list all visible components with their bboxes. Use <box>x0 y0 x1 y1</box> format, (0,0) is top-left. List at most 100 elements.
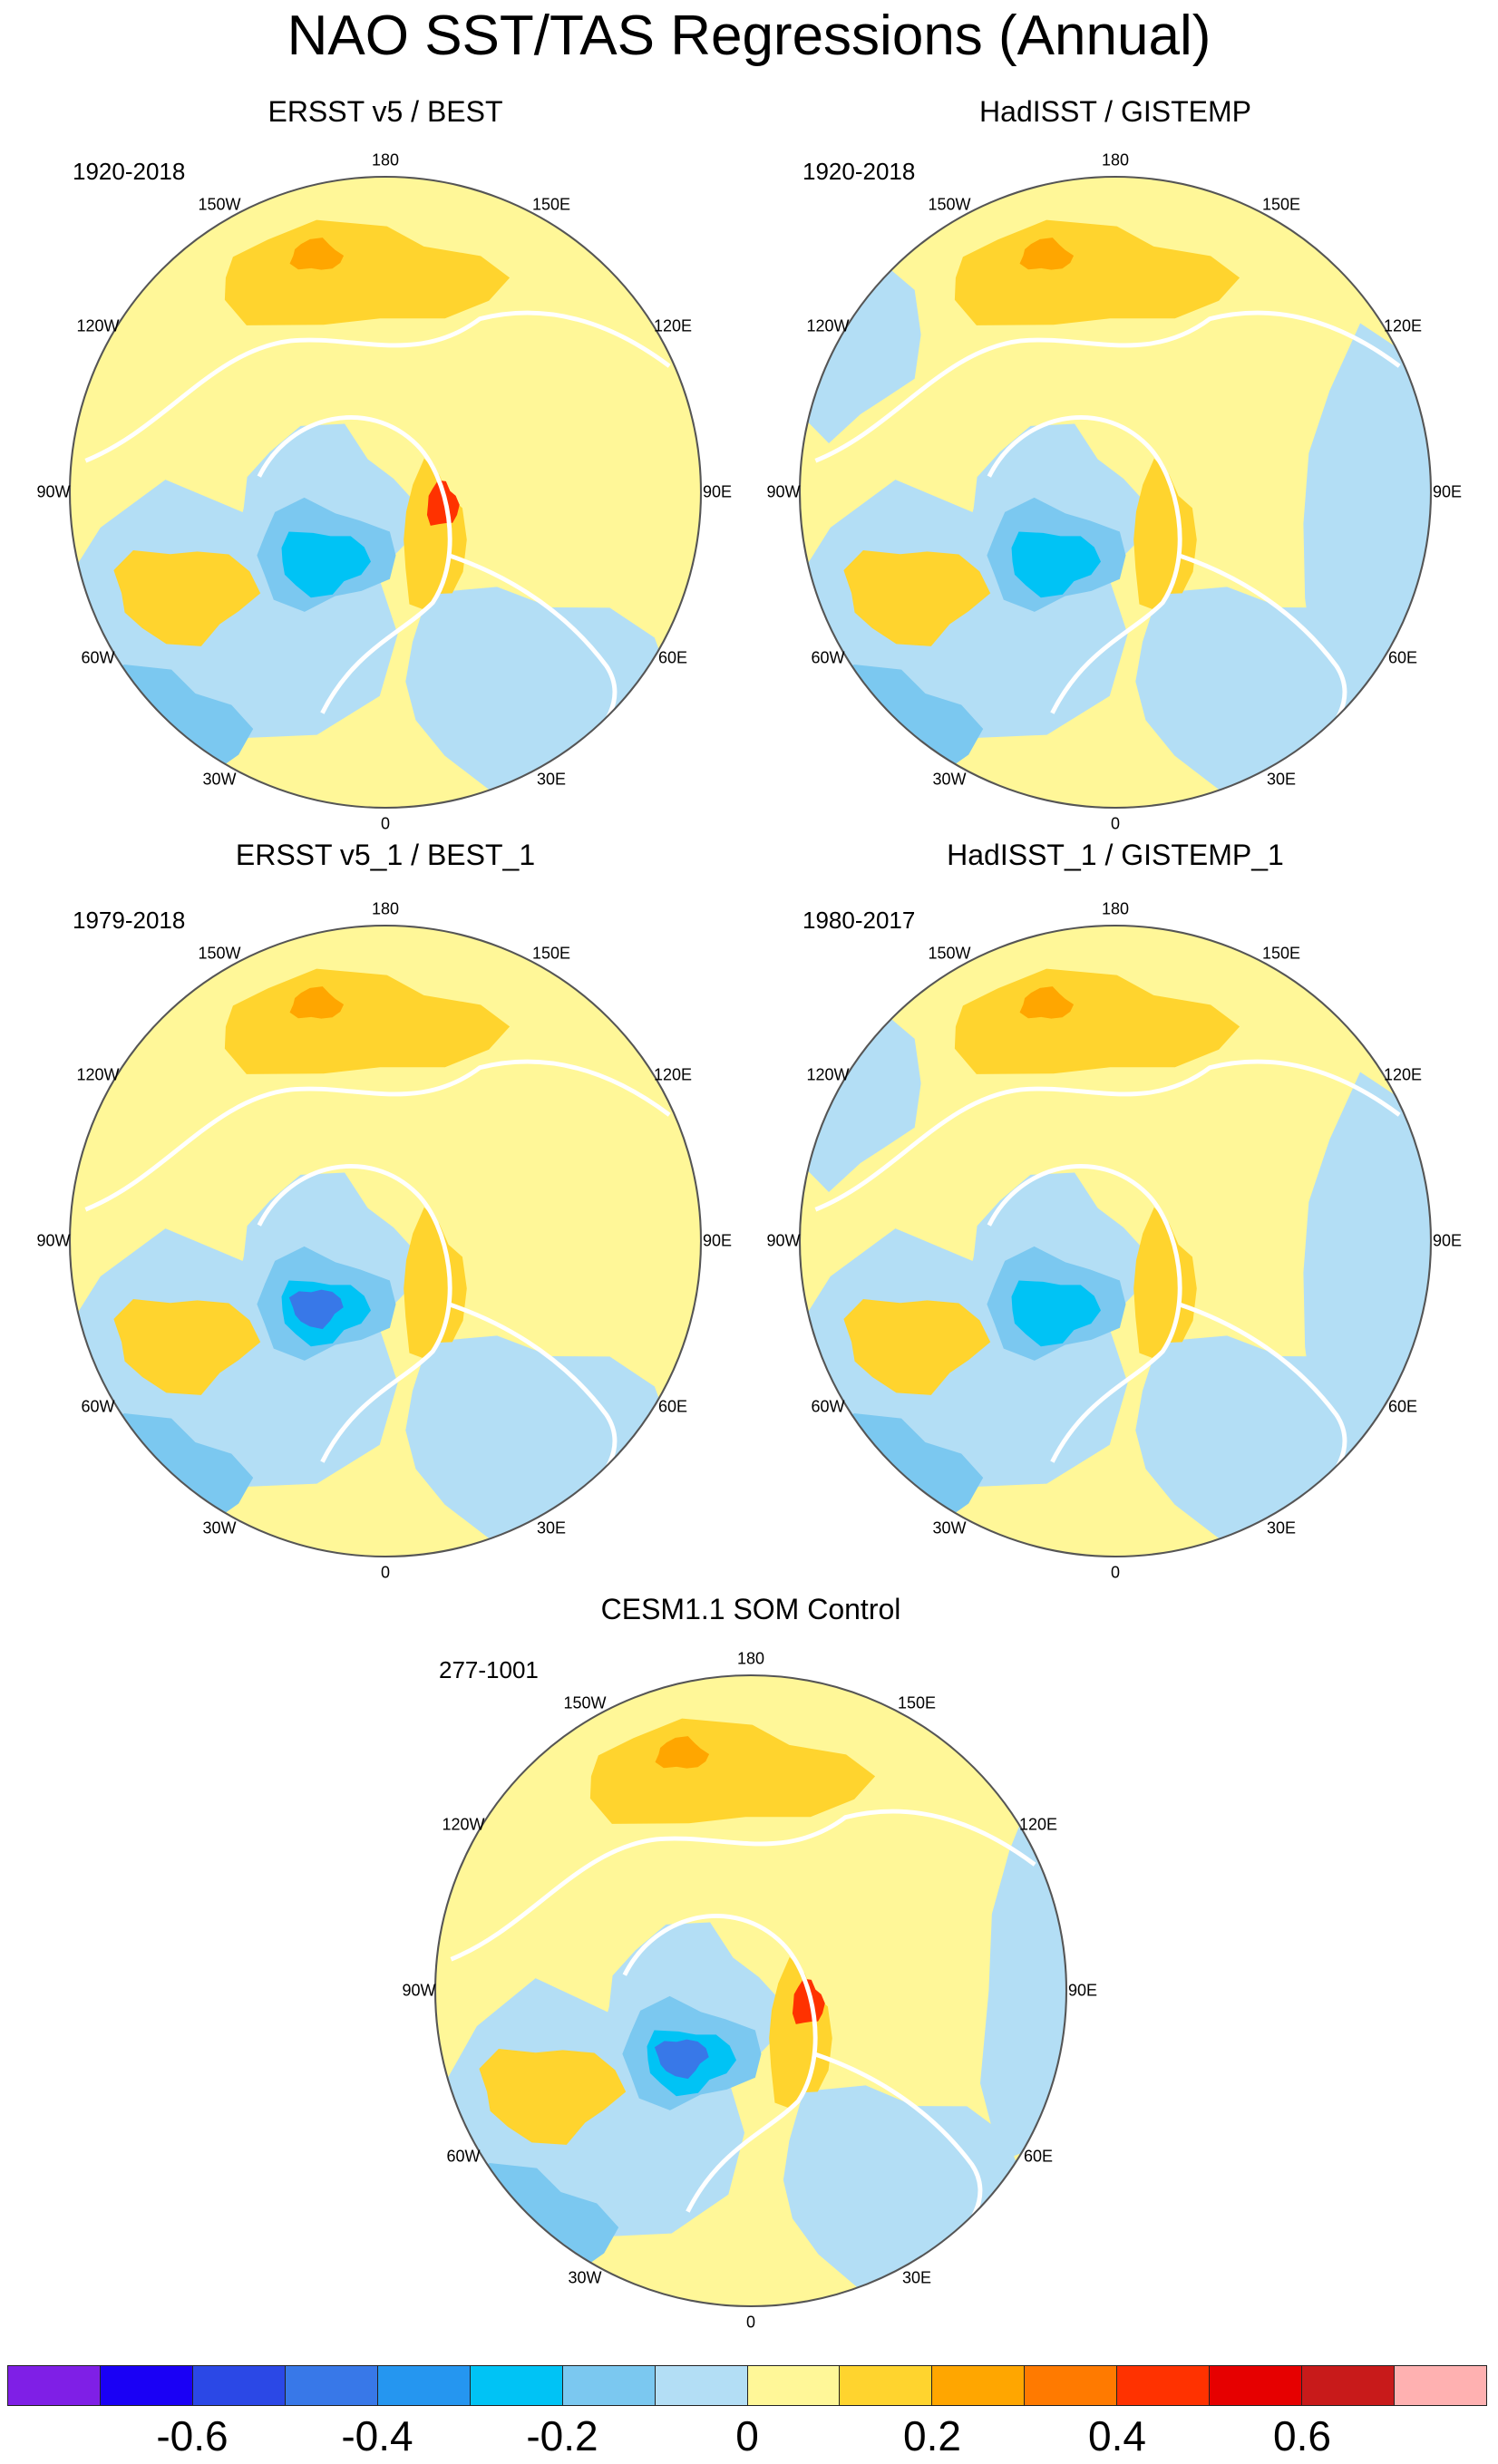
negative-anomaly-region <box>1011 1280 1101 1347</box>
colorbar-tick-label: 0.6 <box>1273 2412 1331 2459</box>
period-label: 277-1001 <box>439 1656 539 1683</box>
colorbar-tick-label: 0.2 <box>903 2412 961 2459</box>
map-border <box>798 175 1433 810</box>
longitude-label: 120E <box>653 1065 693 1084</box>
positive-anomaly-region <box>843 550 991 646</box>
longitude-label: 150E <box>1261 195 1301 214</box>
longitude-label: 30E <box>536 770 567 789</box>
colorbar-tick-label: -0.2 <box>526 2412 598 2459</box>
positive-anomaly-region <box>113 550 261 646</box>
longitude-label: 0 <box>1110 814 1121 833</box>
positive-anomaly-region <box>224 219 511 325</box>
longitude-label: 90E <box>1432 482 1463 501</box>
longitude-label: 120W <box>806 1065 850 1084</box>
longitude-label: 90W <box>766 1231 801 1250</box>
figure-title: NAO SST/TAS Regressions (Annual) <box>287 5 1211 67</box>
colorbar-swatch <box>1395 2366 1486 2405</box>
polar-map <box>798 175 1433 810</box>
longitude-label: 90W <box>766 482 801 501</box>
colorbar-tick-label: -0.4 <box>341 2412 413 2459</box>
colorbar-swatch <box>285 2366 378 2405</box>
colorbar-swatch <box>192 2366 286 2405</box>
longitude-label: 120W <box>76 316 120 335</box>
colorbar-swatch <box>8 2366 101 2405</box>
polar-map <box>68 175 703 810</box>
colorbar-swatch <box>747 2366 841 2405</box>
longitude-label: 180 <box>371 899 400 918</box>
longitude-label: 30W <box>932 1518 967 1538</box>
longitude-label: 60E <box>1023 2147 1054 2166</box>
longitude-label: 150E <box>531 944 571 963</box>
colorbar-tick-label: 0.4 <box>1088 2412 1146 2459</box>
period-label: 1980-2017 <box>802 907 916 934</box>
positive-anomaly-region <box>769 1956 832 2110</box>
colorbar-swatch <box>932 2366 1026 2405</box>
polar-map <box>433 1673 1068 2308</box>
negative-anomaly-region <box>1011 531 1101 598</box>
longitude-label: 150W <box>198 944 241 963</box>
longitude-label: 150W <box>563 1693 607 1712</box>
colorbar-swatch <box>1117 2366 1211 2405</box>
longitude-label: 0 <box>380 1563 391 1582</box>
negative-anomaly-region <box>405 587 671 792</box>
longitude-label: 150W <box>928 944 971 963</box>
positive-anomaly-region <box>1019 986 1075 1019</box>
longitude-label: 150E <box>531 195 571 214</box>
colorbar-swatch <box>1025 2366 1118 2405</box>
negative-anomaly-region <box>783 2085 1022 2291</box>
longitude-label: 0 <box>380 814 391 833</box>
panel-title: HadISST / GISTEMP <box>979 95 1251 128</box>
colorbar-swatch <box>1302 2366 1396 2405</box>
longitude-label: 120W <box>442 1815 485 1834</box>
colorbar-swatch <box>470 2366 563 2405</box>
longitude-label: 30W <box>568 2268 602 2287</box>
panel-title: CESM1.1 SOM Control <box>600 1593 901 1625</box>
longitude-label: 150W <box>928 195 971 214</box>
longitude-label: 180 <box>1101 899 1130 918</box>
polar-map <box>798 924 1433 1558</box>
longitude-label: 120E <box>1018 1815 1058 1834</box>
positive-anomaly-region <box>289 986 345 1019</box>
panel-title: HadISST_1 / GISTEMP_1 <box>947 839 1284 871</box>
map-border <box>68 924 703 1558</box>
longitude-label: 120E <box>1383 1065 1423 1084</box>
longitude-label: 30E <box>1266 1518 1297 1538</box>
longitude-label: 120W <box>76 1065 120 1084</box>
colorbar-swatch <box>840 2366 933 2405</box>
positive-anomaly-region <box>224 968 511 1074</box>
positive-anomaly-region <box>1133 1207 1197 1360</box>
longitude-label: 60W <box>446 2147 481 2166</box>
positive-anomaly-region <box>1133 458 1197 611</box>
longitude-label: 0 <box>745 2313 756 2332</box>
longitude-label: 60W <box>81 1397 115 1416</box>
positive-anomaly-region <box>113 1299 261 1395</box>
positive-anomaly-region <box>954 968 1240 1074</box>
negative-anomaly-region <box>1303 323 1431 691</box>
longitude-label: 120E <box>1383 316 1423 335</box>
map-border <box>433 1673 1068 2308</box>
longitude-label: 30W <box>202 770 237 789</box>
longitude-label: 180 <box>736 1649 765 1668</box>
positive-anomaly-region <box>479 2049 627 2145</box>
longitude-label: 60W <box>811 648 845 667</box>
negative-anomaly-region <box>654 2039 709 2080</box>
longitude-label: 90E <box>1067 1981 1098 2000</box>
negative-anomaly-region <box>1303 1072 1431 1440</box>
longitude-label: 120W <box>806 316 850 335</box>
longitude-label: 60E <box>657 648 688 667</box>
positive-anomaly-region <box>289 238 345 270</box>
longitude-label: 0 <box>1110 1563 1121 1582</box>
longitude-label: 180 <box>1101 150 1130 170</box>
negative-anomaly-region <box>288 1289 344 1330</box>
panel-title: ERSST v5 / BEST <box>268 95 503 128</box>
longitude-label: 30W <box>932 770 967 789</box>
colorbar-swatch <box>377 2366 471 2405</box>
positive-anomaly-region <box>426 480 460 526</box>
negative-anomaly-region <box>281 531 371 598</box>
longitude-label: 60E <box>1387 1397 1418 1416</box>
positive-anomaly-region <box>954 219 1240 325</box>
map-border <box>798 924 1433 1558</box>
longitude-label: 90W <box>402 1981 436 2000</box>
period-label: 1979-2018 <box>73 907 186 934</box>
positive-anomaly-region <box>655 1736 710 1769</box>
